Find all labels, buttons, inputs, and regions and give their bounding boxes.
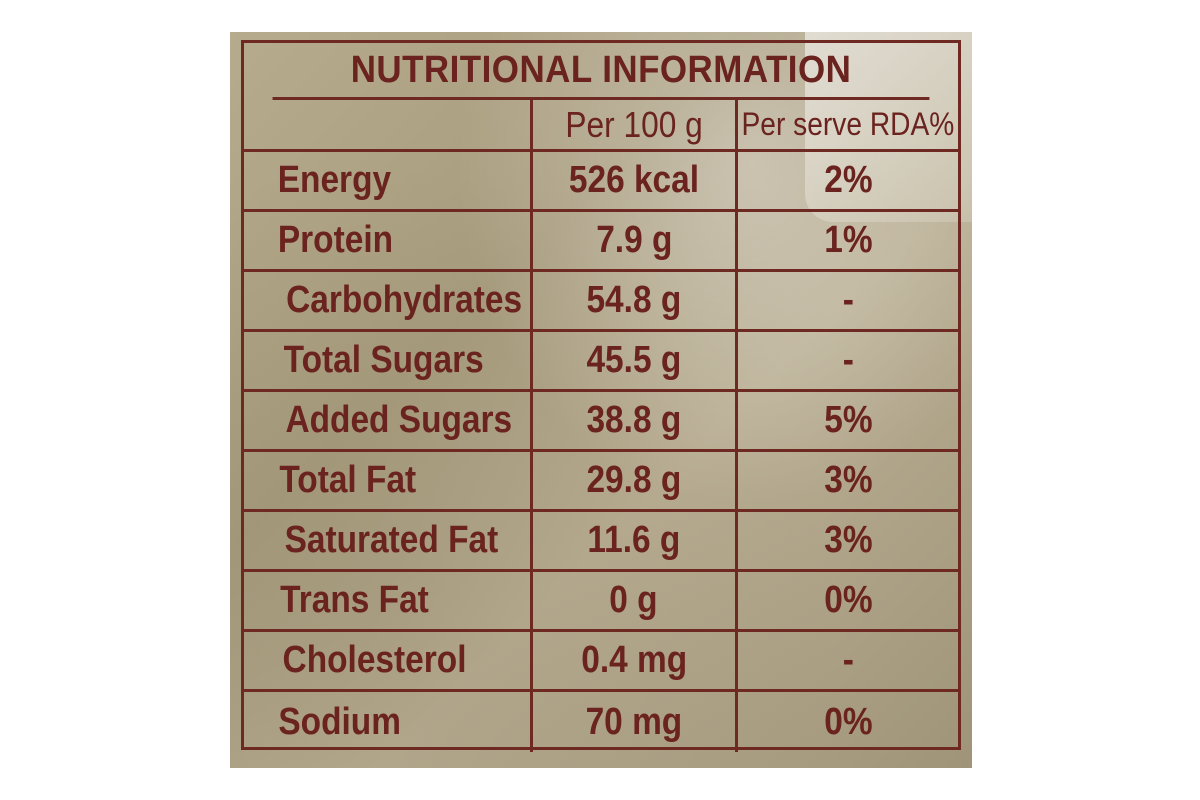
table-row: Carbohydrates 54.8 g -	[244, 272, 958, 332]
rda-value: 3%	[823, 459, 873, 501]
per-100g-value: 11.6 g	[533, 512, 738, 569]
nutrient-name: Sodium	[244, 692, 533, 752]
nutrition-table: NUTRITIONAL INFORMATION Per 100 g Per se…	[241, 40, 961, 752]
per-100g-value: 70 mg	[533, 692, 738, 752]
rda-value: -	[842, 639, 854, 681]
table-row: Trans Fat 0 g 0%	[244, 572, 958, 632]
table-title: NUTRITIONAL INFORMATION	[272, 43, 930, 100]
per-100g-value: 29.8 g	[533, 452, 738, 509]
label-photo: NUTRITIONAL INFORMATION Per 100 g Per se…	[230, 32, 972, 768]
nutrient-name: Added Sugars	[244, 392, 533, 449]
rda-value: 3%	[823, 519, 873, 561]
table-row: Sodium 70 mg 0%	[244, 692, 958, 752]
per-100g-value: 0 g	[533, 572, 738, 629]
nutrient-name: Carbohydrates	[244, 272, 533, 329]
nutrient-name: Total Fat	[244, 452, 533, 509]
nutrient-name: Saturated Fat	[244, 512, 533, 569]
per-100g-value: 526 kcal	[533, 152, 738, 209]
rda-value: 2%	[823, 159, 873, 201]
table-row: Saturated Fat 11.6 g 3%	[244, 512, 958, 572]
header-per-100g: Per 100 g	[533, 100, 738, 149]
header-rda: Per serve RDA%	[741, 106, 955, 142]
rda-value: -	[842, 339, 854, 381]
rda-value: 1%	[823, 219, 873, 261]
nutrient-name: Cholesterol	[244, 632, 533, 689]
table-row: Total Sugars 45.5 g -	[244, 332, 958, 392]
rda-value: 0%	[823, 700, 873, 743]
table-row: Protein 7.9 g 1%	[244, 212, 958, 272]
nutrient-name: Protein	[244, 212, 533, 269]
nutrient-name: Energy	[244, 152, 533, 209]
table-row: Total Fat 29.8 g 3%	[244, 452, 958, 512]
per-100g-value: 0.4 mg	[533, 632, 738, 689]
table-row: Energy 526 kcal 2%	[244, 152, 958, 212]
table-row: Cholesterol 0.4 mg -	[244, 632, 958, 692]
rda-value: -	[842, 279, 854, 321]
nutrient-name: Total Sugars	[244, 332, 533, 389]
header-row: Per 100 g Per serve RDA%	[244, 100, 958, 152]
nutrient-name: Trans Fat	[244, 572, 533, 629]
per-100g-value: 38.8 g	[533, 392, 738, 449]
per-100g-value: 7.9 g	[533, 212, 738, 269]
rda-value: 5%	[823, 399, 873, 441]
header-nutrient	[244, 100, 533, 149]
per-100g-value: 54.8 g	[533, 272, 738, 329]
table-row: Added Sugars 38.8 g 5%	[244, 392, 958, 452]
rda-value: 0%	[823, 579, 873, 621]
light-glare	[805, 32, 972, 222]
per-100g-value: 45.5 g	[533, 332, 738, 389]
